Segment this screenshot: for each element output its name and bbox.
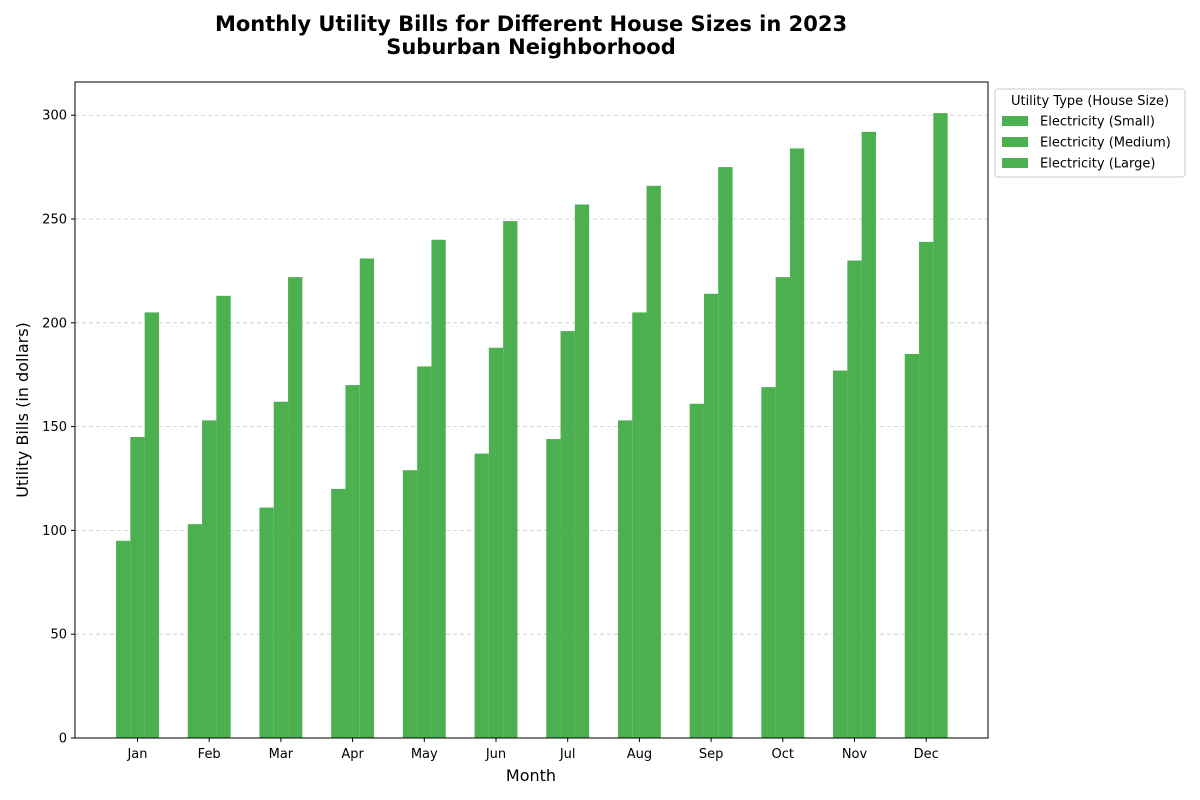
bar <box>560 331 575 738</box>
y-tick-label: 250 <box>42 213 67 228</box>
x-tick-label: Mar <box>269 747 294 762</box>
x-tick-label: Nov <box>842 747 868 762</box>
bar <box>488 347 504 738</box>
y-axis-label: Utility Bills (in dollars) <box>13 322 32 498</box>
legend-swatch <box>1002 116 1028 126</box>
x-axis-label: Month <box>506 766 556 785</box>
legend: Utility Type (House Size) Electricity (S… <box>994 88 1186 178</box>
bar <box>345 385 360 738</box>
bar <box>431 239 446 738</box>
bars <box>116 113 948 739</box>
x-tick-label: Jun <box>485 747 506 762</box>
bar <box>144 312 159 738</box>
y-tick-label: 0 <box>59 732 67 747</box>
bar <box>617 420 633 738</box>
bar <box>847 260 862 738</box>
chart-title: Monthly Utility Bills for Different Hous… <box>215 12 847 36</box>
bar <box>331 488 346 738</box>
bar <box>359 258 375 738</box>
bar <box>861 131 876 739</box>
bar <box>216 295 231 738</box>
grid-lines <box>75 114 988 635</box>
bar <box>703 293 719 738</box>
bar <box>833 370 848 738</box>
y-tick-label: 200 <box>42 316 67 331</box>
bar <box>417 366 432 738</box>
bar <box>546 439 561 738</box>
bar <box>130 436 145 738</box>
legend-swatch <box>1002 137 1028 147</box>
bar <box>689 403 704 738</box>
y-tick-label: 50 <box>50 628 67 643</box>
y-axis-ticks: 0 50 100 150 200 250 300 <box>42 109 75 747</box>
x-tick-label: Aug <box>627 747 652 762</box>
bar <box>919 241 934 739</box>
x-tick-label: Oct <box>772 747 794 762</box>
legend-box <box>994 88 1186 178</box>
y-tick-label: 300 <box>42 109 67 124</box>
bar <box>933 113 948 739</box>
bar <box>474 453 489 738</box>
plot-frame <box>74 81 989 739</box>
x-tick-label: May <box>411 747 438 762</box>
bar <box>632 312 647 738</box>
legend-label: Electricity (Large) <box>1040 157 1155 172</box>
x-tick-label: Jul <box>559 747 576 762</box>
x-tick-label: Apr <box>341 747 364 762</box>
x-axis-ticks: Jan Feb Mar Apr May Jun Jul Aug Sep Oct Nov Dec <box>126 738 939 762</box>
bar <box>761 387 776 738</box>
bar <box>259 507 274 738</box>
bar <box>646 185 661 738</box>
bar <box>187 524 203 738</box>
y-tick-label: 150 <box>42 420 67 435</box>
bar <box>574 204 590 738</box>
chart-subtitle: Suburban Neighborhood <box>386 35 676 59</box>
bar <box>503 221 518 738</box>
x-tick-label: Feb <box>198 747 221 762</box>
bar <box>789 148 805 739</box>
y-tick-label: 100 <box>42 524 67 539</box>
bar <box>116 540 131 738</box>
bar <box>402 470 418 738</box>
bar <box>288 277 303 738</box>
x-tick-label: Jan <box>126 747 147 762</box>
x-tick-label: Sep <box>699 747 724 762</box>
bar <box>202 420 217 738</box>
legend-swatch <box>1002 158 1028 168</box>
bar <box>904 353 920 738</box>
legend-label: Electricity (Small) <box>1040 115 1155 130</box>
bar <box>718 167 733 739</box>
bar <box>273 401 289 738</box>
legend-label: Electricity (Medium) <box>1040 136 1171 151</box>
legend-title: Utility Type (House Size) <box>1011 94 1169 109</box>
bar <box>775 277 790 738</box>
x-tick-label: Dec <box>914 747 939 762</box>
